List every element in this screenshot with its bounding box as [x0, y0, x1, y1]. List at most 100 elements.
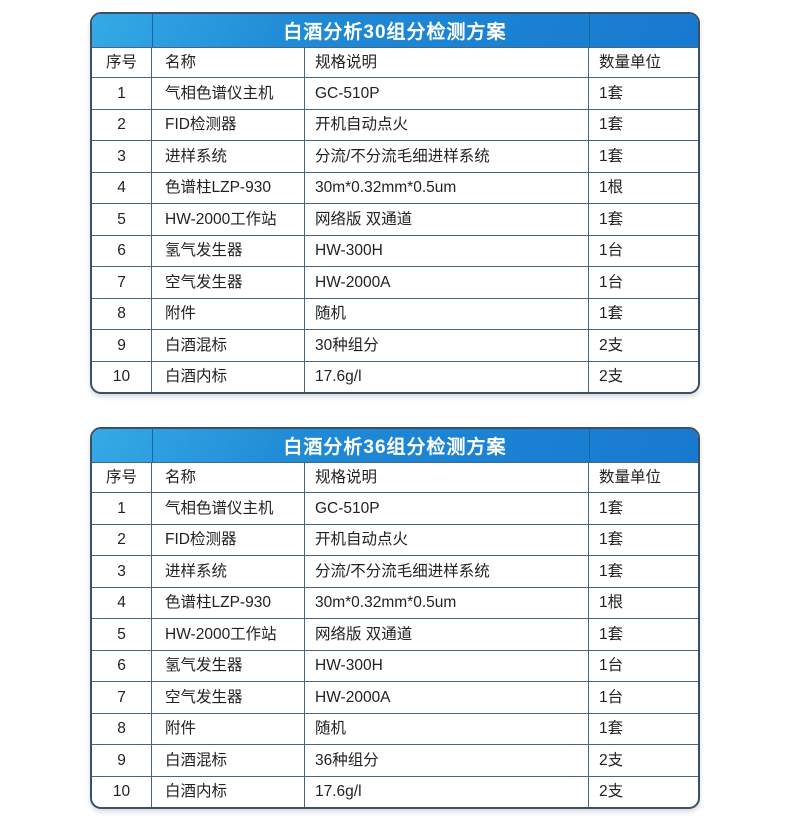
cell-index: 3	[92, 141, 152, 172]
table-title: 白酒分析36组分检测方案	[283, 437, 507, 458]
scheme-table-36-components: 白酒分析36组分检测方案 序号 名称 规格说明 数量单位 1 气相色谱仪主机 GC-…	[90, 427, 700, 809]
cell-name: FID检测器	[152, 109, 305, 140]
cell-index: 6	[92, 650, 152, 681]
cell-qty-unit: 1套	[599, 562, 624, 580]
cell-spec: 随机	[305, 713, 589, 744]
cell-qty-unit: 1套	[599, 720, 624, 737]
cell-spec: 30m*0.32mm*0.5um	[305, 587, 589, 618]
cell-index: 8	[92, 298, 152, 329]
table-row: 7 空气发生器 HW-2000A 1台	[92, 266, 698, 298]
cell-spec: 30m*0.32mm*0.5um	[305, 172, 589, 203]
cell-name: 白酒混标	[152, 745, 305, 776]
cell-index: 5	[92, 204, 152, 235]
cell-index: 9	[92, 745, 152, 776]
cell-spec: HW-300H	[305, 235, 589, 266]
title-column-divider	[152, 14, 153, 47]
cell-spec: 分流/不分流毛细进样系统	[305, 556, 589, 587]
cell-name: 白酒混标	[152, 330, 305, 361]
title-column-divider	[589, 14, 590, 47]
cell-qty-unit: 1套	[599, 210, 624, 228]
cell-spec: 网络版 双通道	[305, 204, 589, 235]
title-column-divider	[589, 429, 590, 462]
cell-spec: HW-300H	[305, 650, 589, 681]
cell-index: 10	[92, 361, 152, 392]
cell-qty-unit: 1台	[599, 688, 624, 706]
table-row: 5 HW-2000工作站 网络版 双通道 1套	[92, 203, 698, 235]
cell-qty-unit: 1套	[599, 625, 624, 643]
cell-spec: GC-510P	[305, 78, 589, 109]
table-row: 5 HW-2000工作站 网络版 双通道 1套	[92, 618, 698, 650]
cell-name: 色谱柱LZP-930	[152, 587, 305, 618]
table-row: 1 气相色谱仪主机 GC-510P 1套	[92, 492, 698, 524]
cell-spec: 30种组分	[305, 330, 589, 361]
cell-index: 2	[92, 109, 152, 140]
cell-qty-unit: 1台	[599, 242, 624, 259]
cell-name: 气相色谱仪主机	[152, 493, 305, 524]
cell-spec: 开机自动点火	[305, 524, 589, 555]
cell-name: 空气发生器	[152, 682, 305, 713]
cell-qty-unit: 1根	[599, 179, 624, 196]
table-row: 4 色谱柱LZP-930 30m*0.32mm*0.5um 1根	[92, 586, 698, 618]
cell-spec: 17.6g/l	[305, 361, 589, 392]
table-row: 9 白酒混标 30种组分 2支	[92, 329, 698, 361]
cell-qty-unit: 1台	[599, 273, 624, 291]
cell-index: 5	[92, 619, 152, 650]
table-row: 8 附件 随机 1套	[92, 712, 698, 744]
cell-index: 1	[92, 493, 152, 524]
cell-index: 3	[92, 556, 152, 587]
table-row: 10 白酒内标 17.6g/l 2支	[92, 360, 698, 392]
column-header-spec: 规格说明	[305, 463, 589, 492]
cell-index: 9	[92, 330, 152, 361]
cell-spec: 开机自动点火	[305, 109, 589, 140]
table-row: 6 氢气发生器 HW-300H 1台	[92, 649, 698, 681]
cell-qty-unit: 2支	[599, 336, 624, 354]
table-body: 1 气相色谱仪主机 GC-510P 1套 2 FID检测器 开机自动点火 1套 3 进样系统 分流/…	[92, 77, 698, 392]
table-title-bar: 白酒分析30组分检测方案	[92, 14, 698, 47]
cell-name: 色谱柱LZP-930	[152, 172, 305, 203]
table-row: 3 进样系统 分流/不分流毛细进样系统 1套	[92, 555, 698, 587]
cell-name: FID检测器	[152, 524, 305, 555]
column-header-index: 序号	[92, 463, 152, 492]
cell-name: 进样系统	[152, 556, 305, 587]
column-header-qty-unit: 数量单位	[599, 53, 662, 71]
cell-qty-unit: 1套	[599, 147, 624, 165]
cell-qty-unit: 2支	[599, 751, 624, 769]
cell-name: 进样系统	[152, 141, 305, 172]
cell-qty-unit: 1套	[599, 499, 624, 517]
column-header-name: 名称	[152, 463, 305, 492]
cell-name: HW-2000工作站	[152, 204, 305, 235]
cell-spec: 分流/不分流毛细进样系统	[305, 141, 589, 172]
cell-name: 白酒内标	[152, 776, 305, 807]
cell-index: 7	[92, 267, 152, 298]
cell-spec: 17.6g/l	[305, 776, 589, 807]
table-body: 1 气相色谱仪主机 GC-510P 1套 2 FID检测器 开机自动点火 1套 3 进样系统 分流/…	[92, 492, 698, 807]
cell-index: 4	[92, 587, 152, 618]
cell-name: 白酒内标	[152, 361, 305, 392]
table-row: 2 FID检测器 开机自动点火 1套	[92, 523, 698, 555]
cell-qty-unit: 2支	[599, 783, 624, 800]
cell-name: HW-2000工作站	[152, 619, 305, 650]
cell-qty-unit: 1台	[599, 657, 624, 674]
cell-name: 附件	[152, 713, 305, 744]
column-header-spec: 规格说明	[305, 48, 589, 77]
title-column-divider	[152, 429, 153, 462]
cell-qty-unit: 2支	[599, 368, 624, 385]
cell-qty-unit: 1套	[599, 305, 624, 322]
cell-name: 气相色谱仪主机	[152, 78, 305, 109]
table-row: 4 色谱柱LZP-930 30m*0.32mm*0.5um 1根	[92, 171, 698, 203]
table-row: 8 附件 随机 1套	[92, 297, 698, 329]
cell-index: 1	[92, 78, 152, 109]
column-header-name: 名称	[152, 48, 305, 77]
cell-qty-unit: 1套	[599, 84, 624, 102]
table-row: 6 氢气发生器 HW-300H 1台	[92, 234, 698, 266]
cell-name: 附件	[152, 298, 305, 329]
cell-qty-unit: 1套	[599, 116, 624, 133]
table-row: 2 FID检测器 开机自动点火 1套	[92, 108, 698, 140]
table-header-row: 序号 名称 规格说明 数量单位	[92, 47, 698, 77]
cell-spec: 36种组分	[305, 745, 589, 776]
cell-index: 2	[92, 524, 152, 555]
cell-spec: HW-2000A	[305, 682, 589, 713]
table-row: 3 进样系统 分流/不分流毛细进样系统 1套	[92, 140, 698, 172]
cell-qty-unit: 1根	[599, 594, 624, 611]
table-row: 7 空气发生器 HW-2000A 1台	[92, 681, 698, 713]
